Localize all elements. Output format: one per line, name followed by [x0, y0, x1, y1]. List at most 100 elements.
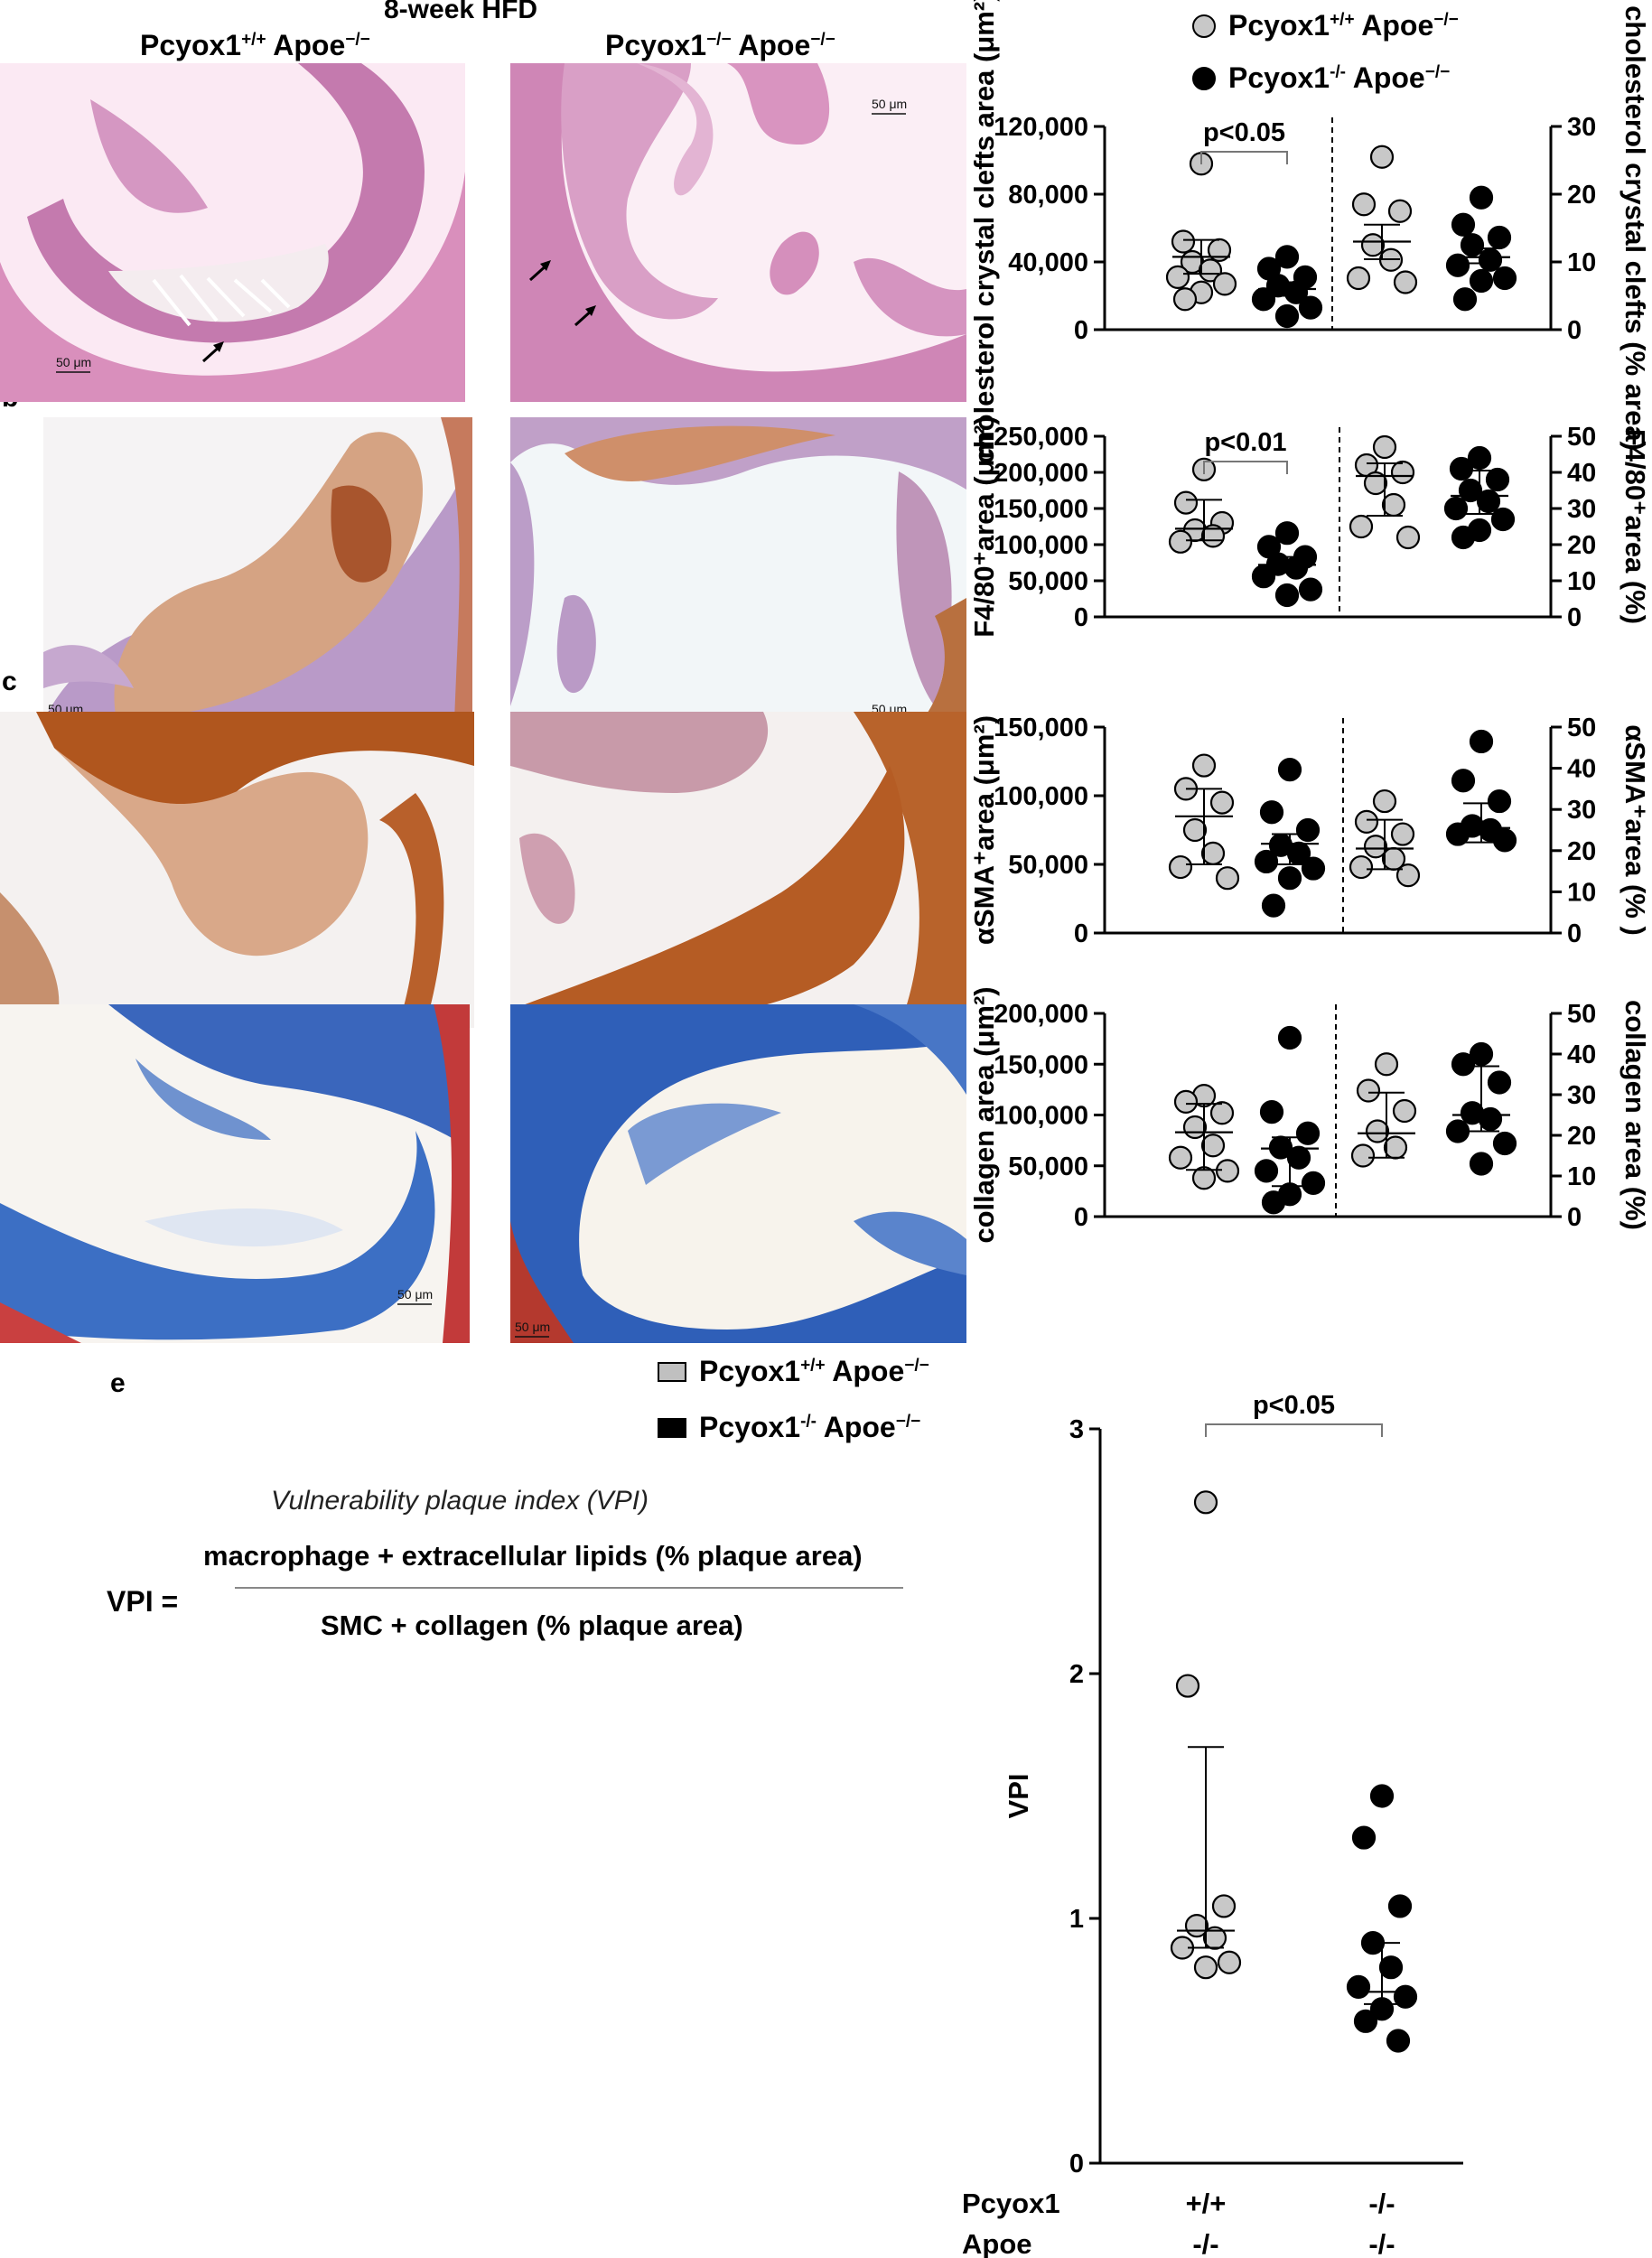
y-tick-label-right-b: 30 [1567, 495, 1596, 524]
col-ko-main: Pcyox1 [605, 29, 707, 61]
micrograph-a-ko: 50 μm [510, 63, 966, 402]
y-tick-label-left-a: 80,000 [1008, 181, 1088, 210]
point-c-2-point [1363, 835, 1388, 859]
point-d-3-point [1469, 1152, 1494, 1176]
svg-text:50 μm: 50 μm [56, 355, 91, 369]
point-c-2-point [1390, 822, 1415, 846]
point-c-0-point [1215, 866, 1240, 891]
y-tick-label-right-d: 10 [1567, 1162, 1596, 1191]
point-b-3-point [1451, 525, 1476, 550]
y-tick-label-right-c: 0 [1567, 919, 1582, 948]
point-d-0-point [1215, 1159, 1240, 1183]
point-b-0-point [1168, 529, 1193, 554]
point-c-0-point [1209, 790, 1235, 815]
point-d-3-point [1469, 1041, 1494, 1067]
y-tick-label-left-b: 50,000 [1008, 567, 1088, 596]
point-a-3-point [1469, 185, 1494, 210]
y-tick-label-left-a: 40,000 [1008, 248, 1088, 277]
point-a-3-point [1460, 233, 1485, 257]
point-e-1-point [1353, 2009, 1378, 2033]
significance-label-e: p<0.05 [1253, 1391, 1335, 1420]
y-tick-label-right-a: 30 [1567, 113, 1596, 142]
legend-e-ko-marker [658, 1417, 686, 1438]
point-c-3-point [1487, 788, 1512, 814]
point-b-1-point [1283, 555, 1309, 580]
point-c-1-point [1301, 856, 1326, 881]
point-b-0-point [1173, 490, 1199, 515]
point-a-3-point [1451, 212, 1476, 237]
vpi-denominator: SMC + collagen (% plaque area) [321, 1610, 743, 1641]
significance-bracket-a [1200, 151, 1288, 164]
y-tick-label-left-c: 50,000 [1008, 851, 1088, 880]
point-b-2-point [1363, 471, 1388, 496]
point-d-1-point [1254, 1159, 1279, 1183]
legend-e-ko-text: Pcyox1-/- Apoe−/− [699, 1411, 921, 1443]
point-c-0-point [1182, 817, 1208, 843]
figure-title: 8-week HFD [384, 0, 538, 24]
x-row-label-pcyox1: Pcyox1 [962, 2188, 1060, 2219]
point-a-2-point [1369, 145, 1395, 169]
point-a-3-point [1492, 266, 1517, 291]
point-a-1-point [1298, 295, 1323, 320]
legend-wt-text: Pcyox1+/+ Apoe−/− [1228, 9, 1459, 42]
y-tick-label-right-a: 10 [1567, 248, 1596, 277]
y-tick-label-left-d: 200,000 [994, 1000, 1088, 1029]
legend-e-wt-marker [658, 1361, 686, 1382]
point-c-3-point [1469, 729, 1494, 754]
y-tick-label-right-c: 10 [1567, 878, 1596, 907]
micrograph-a-wt: 50 μm [0, 63, 465, 402]
y-tick-label-left-b: 100,000 [994, 531, 1088, 560]
point-a-2-point [1360, 233, 1386, 257]
micrograph-d-ko: 50 μm [510, 1004, 966, 1343]
point-b-3-point [1443, 496, 1469, 521]
vpi-numerator: macrophage + extracellular lipids (% pla… [203, 1540, 863, 1572]
y-tick-label-right-b: 50 [1567, 423, 1596, 452]
y-axis-label-left-d: collagen area (μm²) [968, 986, 1000, 1243]
point-d-0-point [1168, 1145, 1193, 1170]
y-axis-label-left-c: αSMA⁺area (μm²) [968, 715, 1000, 945]
y-axis-label-left-a: cholesterol crystal clefts area (μm²) [968, 0, 1000, 464]
point-b-0-point [1200, 524, 1226, 548]
point-a-3-point [1452, 287, 1478, 312]
point-d-1-point [1277, 1025, 1302, 1050]
y-tick-label-left-e: 1 [1069, 1905, 1084, 1934]
point-d-2-point [1383, 1135, 1408, 1160]
point-d-0-point [1200, 1134, 1226, 1158]
micrograph-c-ko: 50 μm [510, 712, 966, 1028]
x-tick-label-row1: -/- [1368, 2188, 1395, 2219]
point-a-0-point [1171, 229, 1196, 254]
y-tick-label-left-d: 0 [1074, 1203, 1088, 1232]
point-d-1-point [1259, 1100, 1284, 1124]
vpi-lhs: VPI = [107, 1585, 179, 1618]
y-tick-label-right-b: 40 [1567, 459, 1596, 488]
y-tick-label-left-b: 150,000 [994, 495, 1088, 524]
point-d-2-point [1392, 1098, 1417, 1124]
col-wt-sup: +/+ [241, 30, 266, 50]
point-b-3-point [1449, 456, 1474, 481]
point-a-0-point [1172, 287, 1198, 312]
point-c-3-point [1451, 769, 1476, 793]
y-tick-label-left-e: 3 [1069, 1415, 1084, 1444]
column-header-ko: Pcyox1−/− Apoe−/− [605, 29, 835, 62]
point-e-0-point [1193, 1955, 1218, 1980]
point-a-2-point [1387, 199, 1413, 223]
point-a-2-point [1346, 266, 1371, 291]
point-c-2-point [1395, 863, 1421, 888]
point-d-3-point [1487, 1070, 1512, 1095]
point-b-3-point [1467, 445, 1492, 471]
y-tick-label-right-c: 50 [1567, 714, 1596, 742]
col-ko-sup: −/− [706, 30, 732, 50]
significance-bracket-b [1203, 461, 1288, 474]
point-e-1-point [1346, 1974, 1371, 1999]
point-c-1-point [1295, 817, 1321, 843]
point-c-1-point [1259, 800, 1284, 825]
y-tick-label-right-c: 40 [1567, 755, 1596, 784]
y-tick-label-right-d: 0 [1567, 1203, 1582, 1232]
vpi-fraction-line [235, 1587, 903, 1589]
y-tick-label-left-a: 120,000 [994, 113, 1088, 142]
point-b-2-point [1349, 514, 1374, 539]
y-tick-label-left-e: 2 [1069, 1660, 1084, 1689]
y-tick-label-left-c: 0 [1074, 919, 1088, 948]
column-header-wt: Pcyox1+/+ Apoe−/− [140, 29, 370, 62]
point-a-0-point [1165, 265, 1190, 289]
